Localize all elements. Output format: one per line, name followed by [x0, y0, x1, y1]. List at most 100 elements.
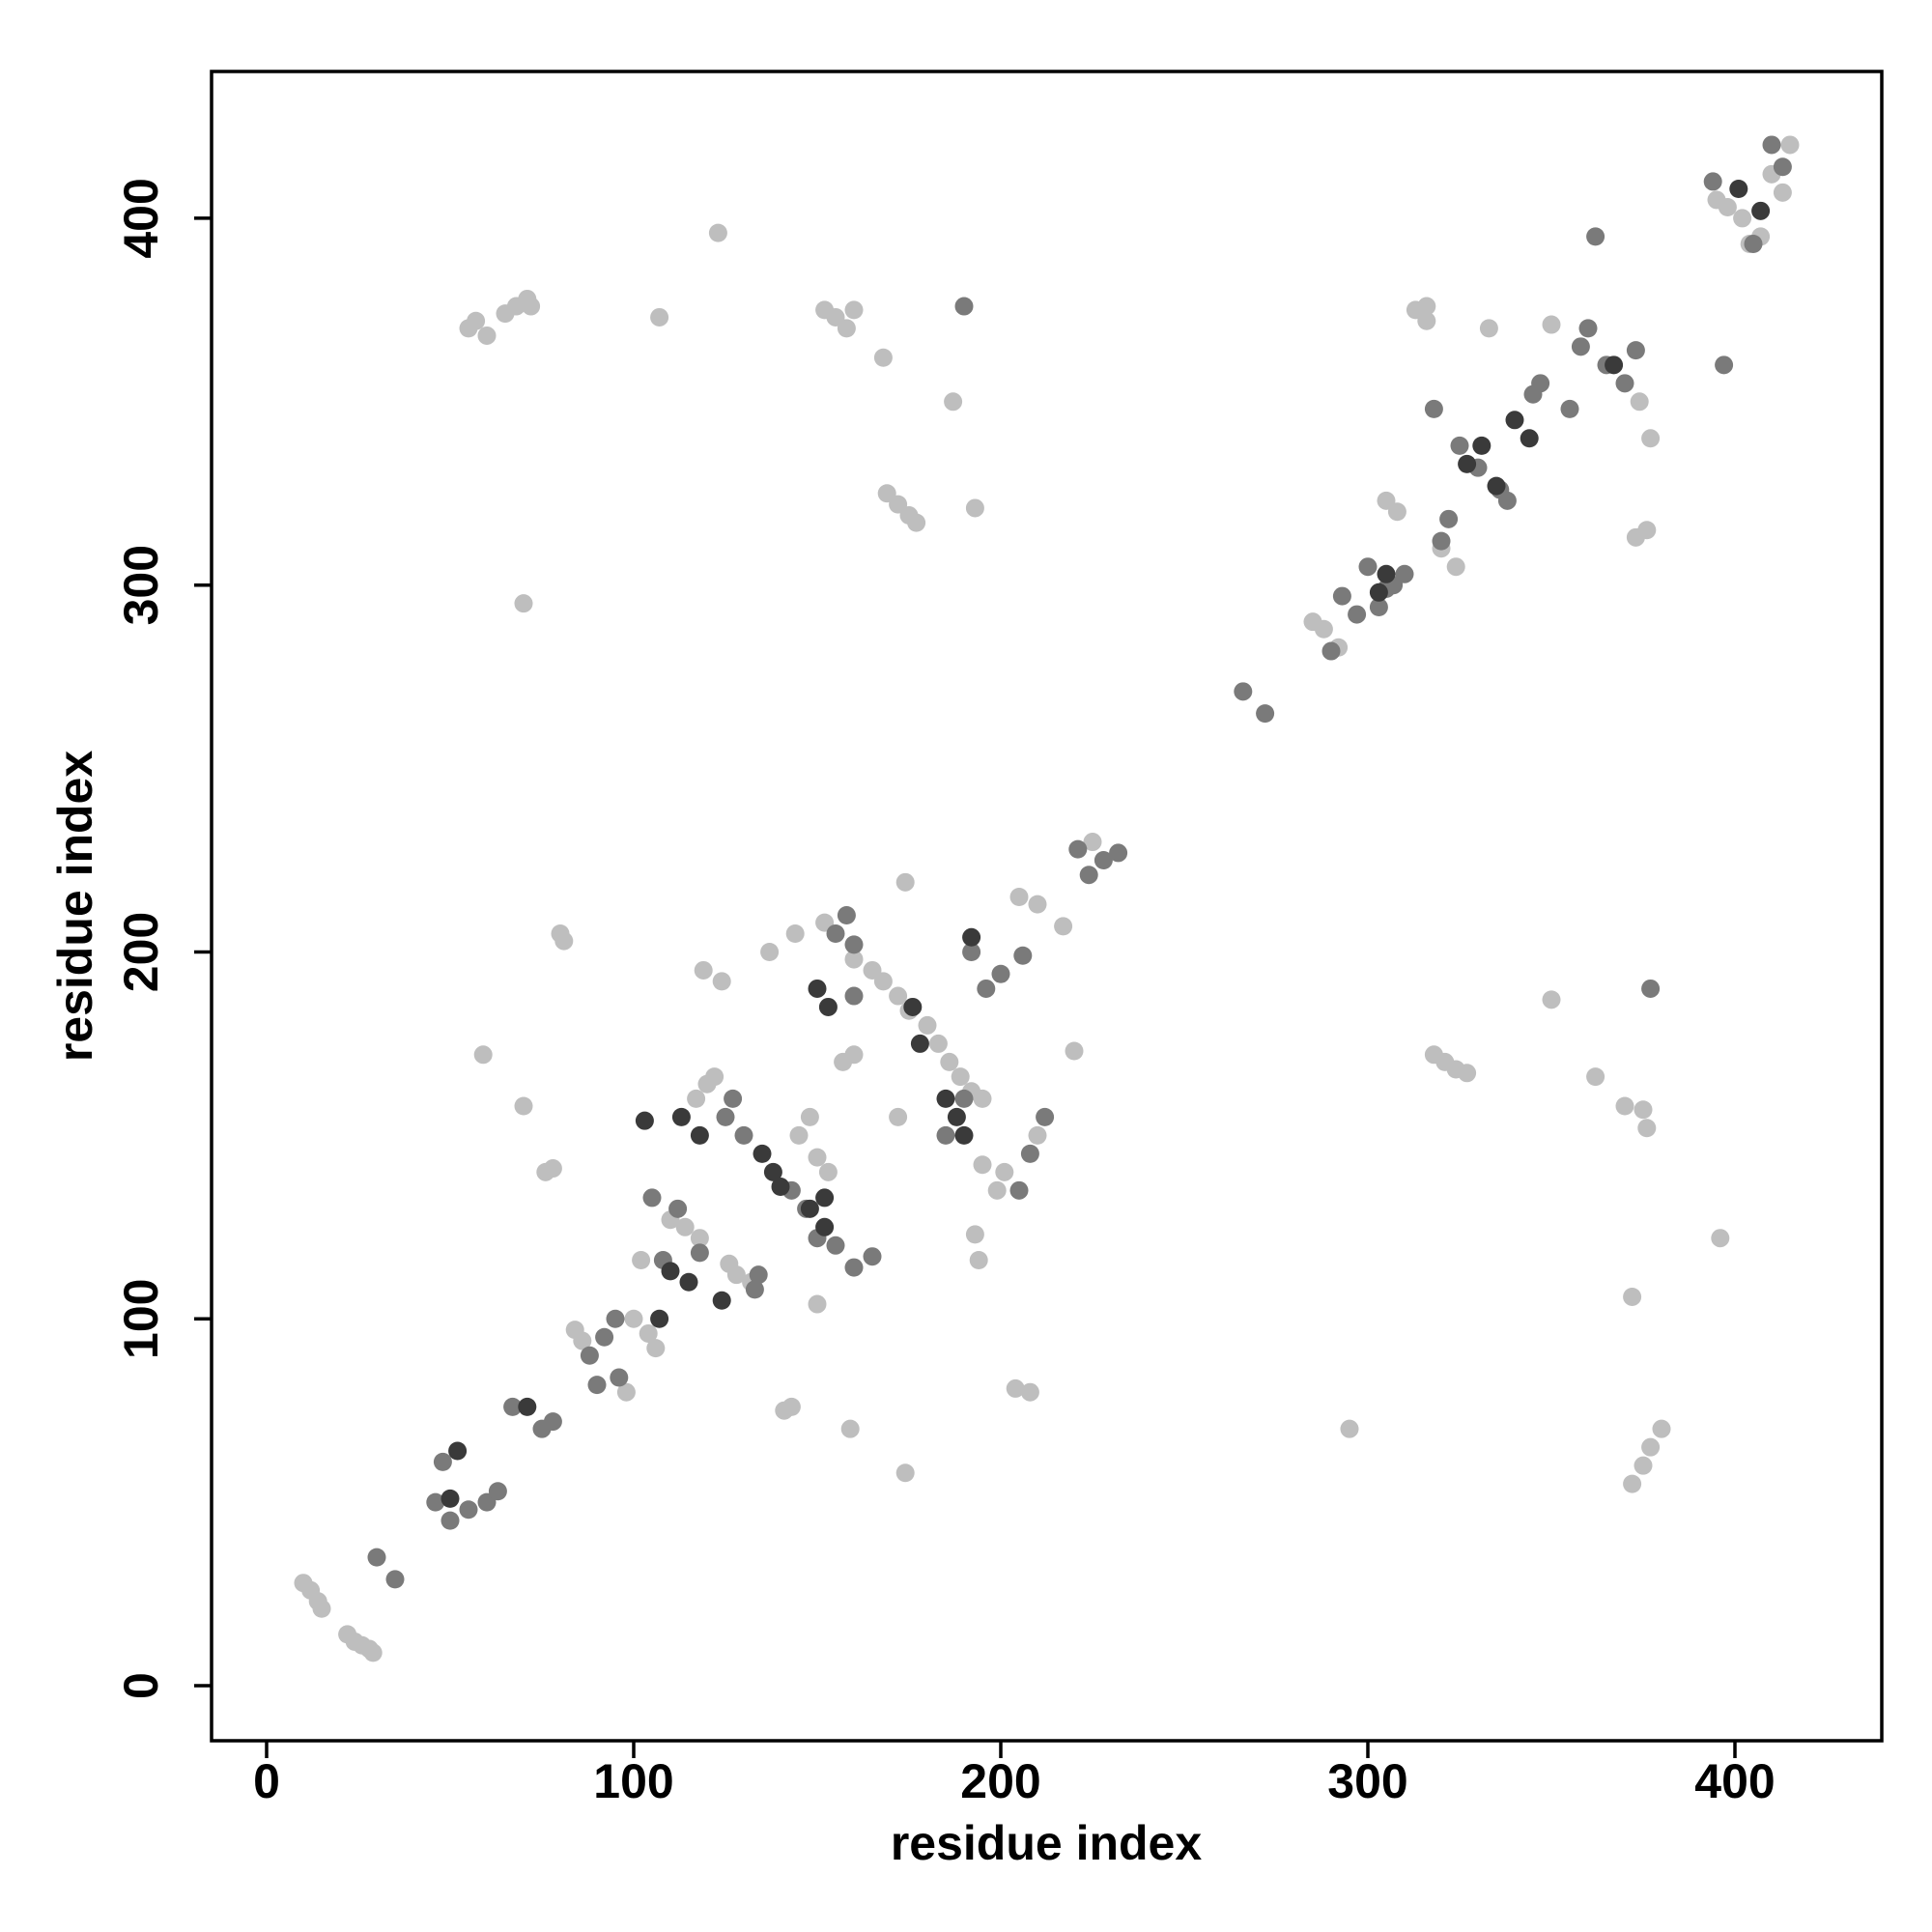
point — [448, 1441, 468, 1461]
point — [1006, 1378, 1025, 1398]
point — [808, 1294, 827, 1314]
point — [837, 905, 856, 924]
y-tick-label: 200 — [114, 912, 168, 992]
point — [1762, 135, 1781, 155]
point — [936, 1125, 955, 1145]
point — [936, 1089, 955, 1108]
point — [844, 935, 864, 954]
point — [973, 1155, 992, 1175]
point — [1013, 946, 1033, 965]
point — [1054, 917, 1073, 936]
point — [734, 1125, 753, 1145]
point — [440, 1489, 460, 1508]
point — [1446, 557, 1465, 577]
point — [1531, 374, 1550, 393]
point — [745, 1280, 764, 1299]
point — [440, 1511, 460, 1530]
point — [1744, 234, 1763, 253]
point — [720, 1254, 739, 1273]
point — [928, 1034, 948, 1053]
point — [844, 950, 864, 969]
point — [763, 1162, 782, 1181]
point — [1634, 1456, 1653, 1475]
point — [1703, 172, 1722, 191]
point — [503, 1397, 523, 1416]
y-tick-label: 300 — [114, 545, 168, 625]
point — [965, 1225, 984, 1244]
point — [587, 1376, 607, 1395]
point — [671, 1107, 691, 1126]
point — [1340, 1419, 1359, 1438]
point — [459, 1500, 478, 1520]
point — [1641, 429, 1661, 448]
point — [1256, 704, 1275, 724]
point — [873, 972, 893, 991]
point — [1234, 682, 1253, 701]
point — [873, 348, 893, 367]
point — [1751, 201, 1771, 220]
x-tick-label: 100 — [593, 1754, 673, 1808]
point — [616, 1382, 636, 1402]
point — [1369, 597, 1388, 616]
point — [1358, 557, 1378, 577]
point — [1094, 851, 1113, 870]
point — [844, 1258, 864, 1277]
point — [522, 297, 541, 316]
point — [1417, 297, 1436, 316]
y-axis-label: residue index — [48, 751, 102, 1063]
point — [694, 960, 713, 980]
point — [467, 311, 486, 330]
point — [1711, 1229, 1730, 1248]
point — [826, 1236, 845, 1255]
point — [785, 923, 805, 943]
point — [1036, 1107, 1055, 1126]
point — [1520, 429, 1539, 448]
point — [1450, 436, 1469, 455]
point — [1458, 1064, 1477, 1083]
point — [1332, 586, 1351, 606]
point — [844, 1045, 864, 1065]
point — [1028, 895, 1047, 914]
point — [954, 1125, 974, 1145]
point — [514, 594, 533, 613]
point — [1634, 1100, 1653, 1120]
point — [650, 1309, 669, 1328]
point — [910, 1034, 929, 1053]
x-tick-label: 300 — [1327, 1754, 1407, 1808]
point — [705, 1067, 724, 1087]
point — [1321, 641, 1341, 661]
point — [716, 1107, 735, 1126]
point — [837, 319, 856, 338]
point — [962, 942, 981, 961]
point — [973, 1089, 992, 1108]
point — [815, 1217, 835, 1236]
point — [954, 1089, 974, 1108]
point — [1109, 843, 1128, 863]
point — [995, 1162, 1014, 1181]
point — [650, 307, 669, 327]
point — [312, 1599, 331, 1618]
point — [815, 1188, 835, 1208]
point — [1542, 990, 1561, 1009]
point — [1497, 491, 1517, 510]
point — [624, 1309, 643, 1328]
point — [1586, 1067, 1605, 1087]
point — [661, 1262, 680, 1281]
point — [1623, 1287, 1642, 1306]
point — [918, 1015, 937, 1035]
point — [687, 1089, 706, 1108]
point — [1068, 839, 1088, 859]
point — [951, 1067, 970, 1087]
point — [1472, 436, 1492, 455]
point — [1729, 180, 1748, 199]
point — [1479, 319, 1498, 338]
point — [944, 392, 963, 412]
point — [1578, 319, 1598, 338]
point — [863, 1247, 882, 1266]
point — [675, 1217, 695, 1236]
point — [771, 1178, 790, 1197]
point — [488, 1482, 507, 1501]
point — [1773, 183, 1792, 202]
point — [844, 986, 864, 1006]
